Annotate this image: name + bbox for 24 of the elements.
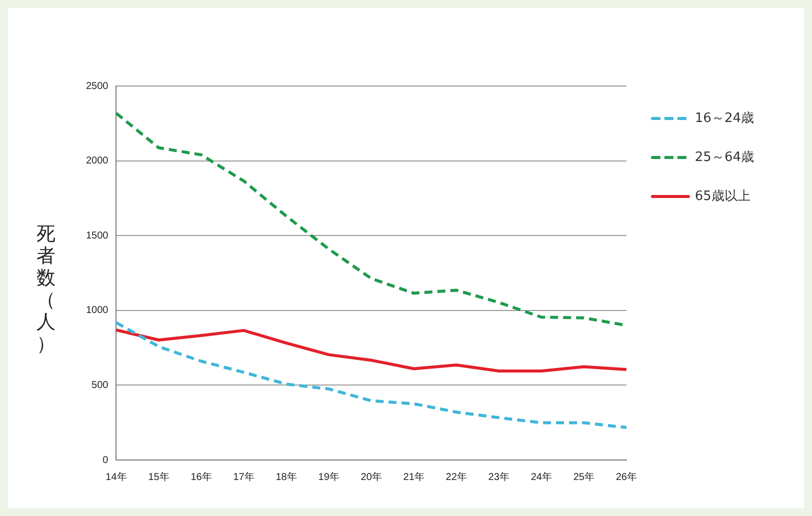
legend-label: 25～64歳 xyxy=(694,150,754,165)
x-tick-label: 18年 xyxy=(276,470,297,483)
y-tick-label: 2500 xyxy=(86,80,109,92)
x-tick-label: 21年 xyxy=(403,470,424,483)
x-tick-label: 15年 xyxy=(148,470,170,483)
x-tick-label: 26年 xyxy=(616,470,637,483)
x-tick-label: 19年 xyxy=(318,470,340,483)
legend-label: 16～24歳 xyxy=(694,110,754,126)
y-tick-label: 1500 xyxy=(86,230,109,242)
x-tick-label: 25年 xyxy=(573,470,594,483)
x-tick-label: 14年 xyxy=(106,470,127,483)
x-tick-label: 20年 xyxy=(360,470,382,483)
x-tick-label: 22年 xyxy=(446,470,467,483)
x-tick-label: 16年 xyxy=(190,470,212,483)
x-tick-label: 23年 xyxy=(488,470,510,483)
y-tick-label: 1000 xyxy=(86,305,109,316)
x-tick-label: 17年 xyxy=(233,470,254,483)
x-tick-label: 24年 xyxy=(530,470,552,483)
y-tick-label: 2000 xyxy=(86,156,109,167)
legend-label: 65歳以上 xyxy=(694,188,750,204)
line-series xyxy=(114,321,628,430)
y-tick-label: 500 xyxy=(92,380,109,391)
y-axis-title: 死者数（人） xyxy=(36,223,56,355)
y-tick-label: 0 xyxy=(102,454,109,466)
